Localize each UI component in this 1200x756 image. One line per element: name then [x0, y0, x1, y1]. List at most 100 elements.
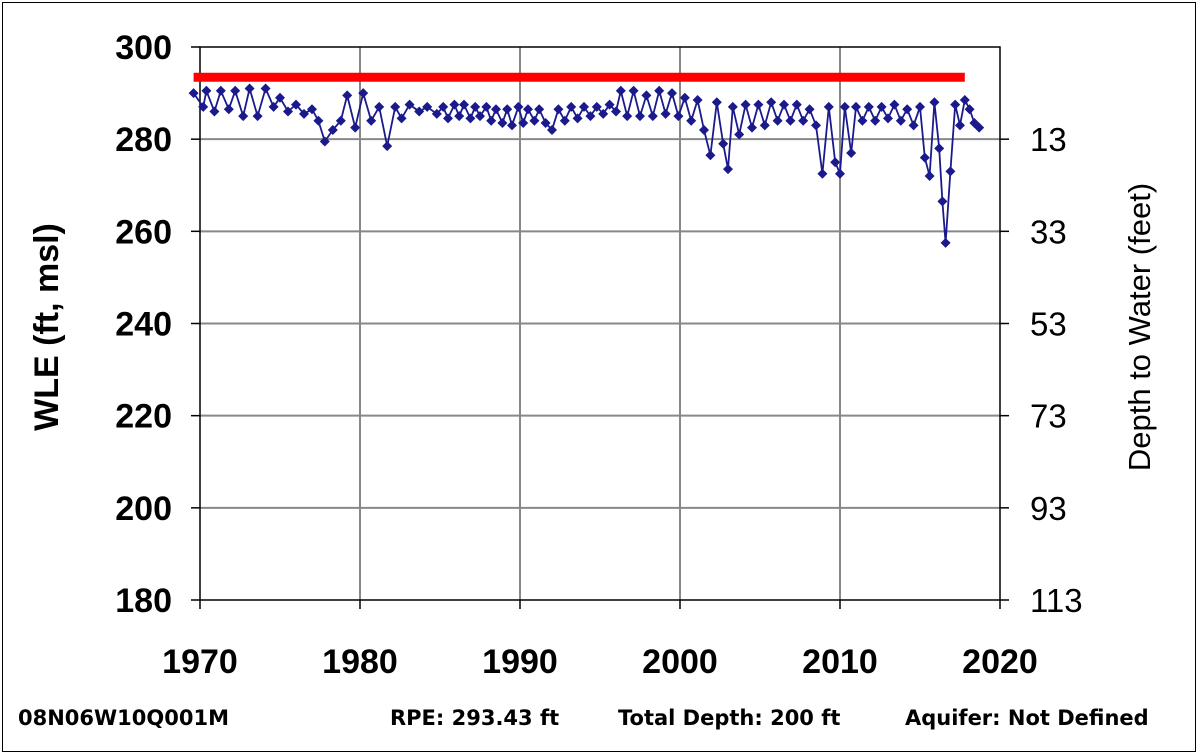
- data-point: [449, 99, 460, 110]
- data-point: [883, 113, 893, 124]
- data-point: [374, 101, 385, 112]
- data-point: [734, 129, 745, 140]
- x-tick-label: 1980: [322, 643, 398, 681]
- data-point: [358, 88, 369, 99]
- data-point: [727, 101, 738, 112]
- data-point: [959, 94, 970, 105]
- data-point: [327, 124, 338, 135]
- y-tick-label: 300: [115, 29, 172, 67]
- data-point: [223, 104, 234, 115]
- data-point: [366, 115, 377, 126]
- data-point: [835, 168, 845, 179]
- data-point: [919, 152, 930, 163]
- data-point: [518, 118, 529, 129]
- data-point: [275, 92, 285, 103]
- data-point: [759, 120, 770, 131]
- data-point: [404, 99, 415, 110]
- data-point: [209, 106, 220, 117]
- data-point: [454, 111, 465, 122]
- data-point: [876, 101, 887, 112]
- data-point: [785, 115, 796, 126]
- data-point: [350, 122, 361, 133]
- data-point: [390, 101, 401, 112]
- data-point: [313, 115, 324, 126]
- data-point: [572, 113, 583, 124]
- data-point: [470, 101, 481, 112]
- data-point: [252, 111, 263, 122]
- data-point: [414, 106, 425, 117]
- data-point: [692, 94, 703, 105]
- data-point: [559, 115, 570, 126]
- y-tick-label: 220: [115, 398, 172, 436]
- data-point: [622, 111, 633, 122]
- data-point: [523, 104, 533, 115]
- y-tick-label: 200: [115, 490, 172, 528]
- y-tick-label: 260: [115, 213, 172, 251]
- grid: [200, 47, 1000, 600]
- data-point: [747, 122, 757, 133]
- data-point: [895, 115, 906, 126]
- data-point: [705, 150, 716, 161]
- data-point: [553, 104, 564, 115]
- data-point: [667, 88, 677, 99]
- x-tick-label: 1990: [482, 643, 558, 681]
- data-point: [660, 108, 671, 119]
- data-point: [591, 101, 602, 112]
- data-point: [908, 120, 919, 131]
- data-point: [260, 83, 271, 94]
- y-tick-label: 180: [115, 582, 172, 620]
- data-point: [839, 101, 850, 112]
- data-point: [244, 83, 255, 94]
- data-point: [718, 138, 729, 149]
- data-point: [502, 104, 513, 115]
- data-point: [604, 99, 615, 110]
- data-point: [924, 171, 935, 182]
- data-point: [902, 104, 913, 115]
- data-point: [711, 97, 722, 108]
- data-point: [929, 97, 940, 108]
- data-point: [740, 99, 751, 110]
- y-right-tick-label: 33: [1030, 213, 1067, 250]
- data-point: [937, 196, 948, 207]
- well-id: 08N06W10Q001M: [18, 706, 229, 730]
- y-right-tick-label: 113: [1030, 582, 1083, 619]
- data-point: [804, 104, 815, 115]
- data-point: [579, 101, 589, 112]
- chart-footer: 08N06W10Q001M RPE: 293.43 ft Total Depth…: [0, 700, 1200, 740]
- data-point: [230, 85, 241, 96]
- data-point: [238, 111, 249, 122]
- data-point: [679, 92, 690, 103]
- data-point: [811, 120, 821, 131]
- y-axis-label-right: Depth to Water (feet): [1122, 183, 1157, 471]
- data-point: [851, 101, 861, 112]
- data-point: [481, 101, 492, 112]
- data-point: [974, 122, 985, 133]
- data-point: [723, 164, 733, 175]
- data-point: [585, 111, 596, 122]
- data-point: [686, 115, 697, 126]
- data-point: [268, 101, 279, 112]
- data-point: [654, 85, 665, 96]
- x-tick-label: 2020: [962, 643, 1038, 681]
- data-point: [940, 237, 951, 248]
- x-tick-label: 2000: [642, 643, 718, 681]
- data-point: [459, 99, 469, 110]
- data-point: [863, 101, 874, 112]
- data-point: [486, 115, 497, 126]
- data-point: [615, 85, 626, 96]
- data-point: [431, 108, 442, 119]
- data-point: [846, 147, 857, 158]
- data-point: [299, 108, 309, 119]
- data-point: [772, 115, 783, 126]
- x-tick-label: 1970: [162, 643, 238, 681]
- data-point: [465, 113, 476, 124]
- data-point: [534, 104, 545, 115]
- rpe-value: RPE: 293.43 ft: [390, 706, 560, 730]
- total-depth: Total Depth: 200 ft: [618, 706, 841, 730]
- data-point: [291, 99, 301, 110]
- y-right-tick-label: 53: [1030, 306, 1067, 343]
- x-tick-label: 2010: [802, 643, 878, 681]
- data-point: [382, 141, 393, 152]
- data-point: [319, 136, 330, 147]
